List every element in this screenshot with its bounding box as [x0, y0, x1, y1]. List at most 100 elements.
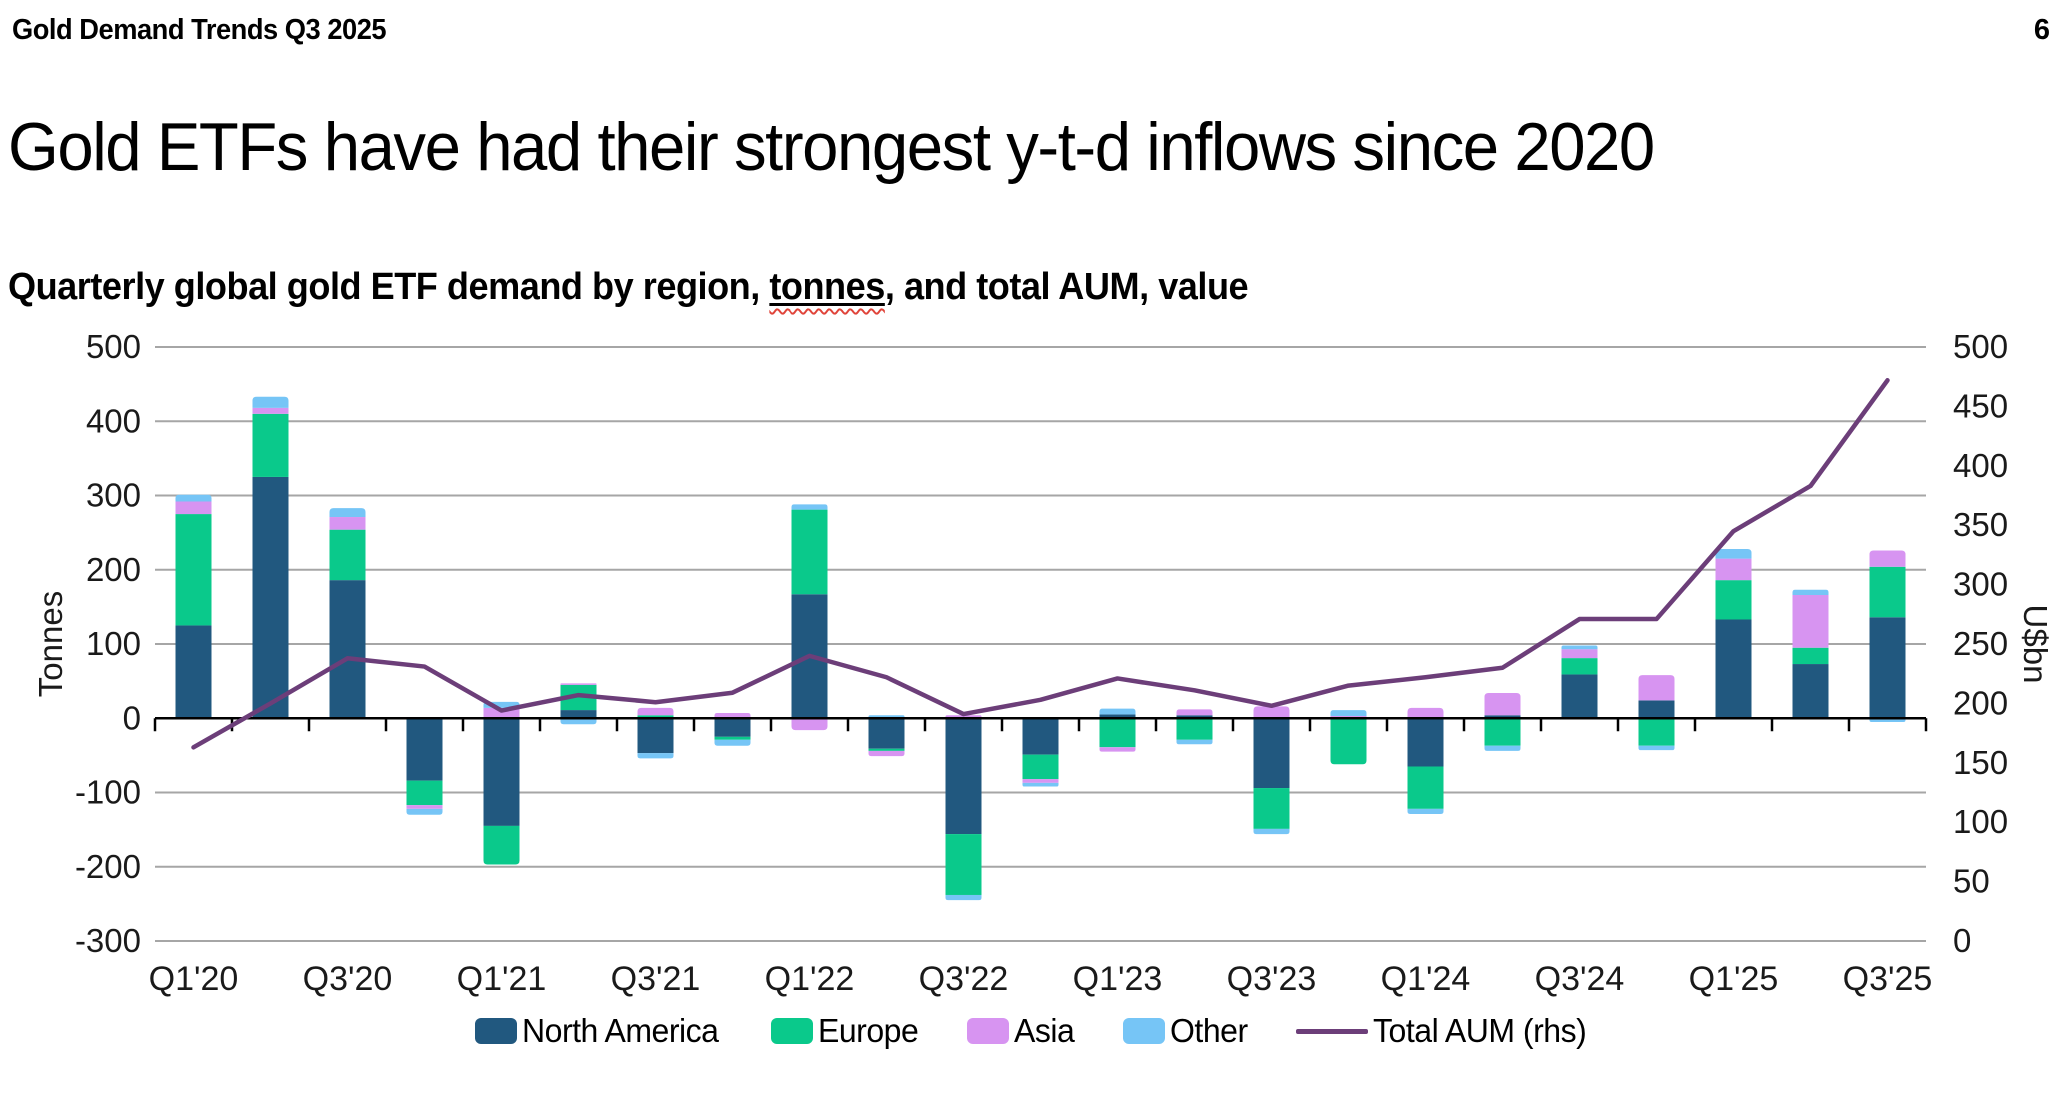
bar-segment-asia-Q2'20: [252, 407, 289, 414]
legend-color-swatch: [771, 1018, 814, 1044]
bar-segment-other-Q1'25: [1715, 548, 1752, 559]
bar-segment-asia-Q1'24: [1407, 707, 1444, 719]
bar-segment-asia-Q3'23: [1253, 706, 1290, 719]
bar-segment-north-america-Q3'25: [1869, 617, 1906, 719]
y-axis-title: Tonnes: [32, 591, 69, 697]
subtitle-underlined-word: tonnes: [769, 266, 885, 308]
bar-segment-other-Q2'23: [1176, 739, 1213, 745]
legend-label: Total AUM (rhs): [1372, 1012, 1587, 1049]
right-axis-tick-label: 450: [1953, 387, 2008, 424]
left-axis-tick-label: 200: [86, 551, 141, 588]
right-axis-tick-label: 150: [1953, 744, 2008, 781]
right-axis-tick-label: 400: [1953, 447, 2008, 484]
bar-segment-asia-Q2'23: [1176, 709, 1213, 716]
right-axis-tick-label: 300: [1953, 566, 2008, 603]
bar-segment-asia-Q3'25: [1869, 550, 1906, 567]
bar-segment-europe-Q1'21: [483, 825, 520, 865]
legend-item-total-aum-rhs: Total AUM (rhs): [1295, 1012, 1593, 1050]
bar-segment-other-Q2'25: [1792, 589, 1829, 595]
gridlines: [155, 346, 1926, 942]
legend-label: Europe: [818, 1012, 919, 1049]
bar-segment-other-Q4'20: [406, 808, 443, 815]
bar-segment-asia-Q1'25: [1715, 558, 1752, 581]
secondary-y-axis-title: U$bn: [2017, 605, 2054, 684]
page-number: 6: [2033, 14, 2050, 46]
bar-segment-europe-Q2'22: [868, 748, 905, 751]
bar-segment-north-america-Q3'23: [1253, 718, 1290, 789]
left-axis-tick-label: -100: [75, 774, 141, 811]
bar-segment-asia-Q3'21: [637, 707, 674, 716]
bar-segment-asia-Q1'21: [483, 707, 520, 719]
right-axis-tick-label: 500: [1953, 328, 2008, 365]
bar-segment-north-america-Q4'24: [1638, 700, 1675, 719]
x-axis-tick-label: Q3'20: [303, 960, 393, 998]
bar-segment-europe-Q2'20: [252, 413, 289, 477]
legend-label: Other: [1169, 1012, 1248, 1049]
bar-segment-europe-Q3'25: [1869, 566, 1906, 618]
bar-segment-europe-Q3'23: [1253, 788, 1290, 829]
bar-segment-north-america-Q3'24: [1561, 674, 1598, 719]
bar-segment-europe-Q4'23: [1330, 718, 1367, 765]
legend-color-swatch: [967, 1018, 1010, 1044]
left-axis-tick-label: 100: [86, 625, 141, 662]
axis-ticks: [153, 718, 1928, 732]
bar-segment-north-america-Q2'24: [1484, 715, 1521, 719]
x-axis-tick-label: Q1'24: [1381, 960, 1471, 998]
bar-segment-europe-Q4'22: [1022, 754, 1059, 780]
bar-segment-asia-Q1'20: [175, 501, 212, 515]
bar-segment-north-america-Q3'22: [945, 718, 982, 835]
bar-segment-europe-Q2'24: [1484, 718, 1521, 746]
x-axis-labels: Q1'20 Q3'20 Q1'21 Q3'21 Q1'22 Q3'22 Q1'23 Q3'23…: [149, 960, 1933, 998]
subtitle-prefix: Quarterly global gold ETF demand by regi…: [8, 266, 770, 308]
legend-label: North America: [522, 1012, 719, 1049]
bar-segment-north-america-Q2'22: [868, 718, 905, 749]
bar-segment-other-Q1'22: [791, 504, 828, 510]
top-bar: Gold Demand Trends Q3 2025 6: [12, 14, 2050, 47]
bar-segment-other-Q2'20: [252, 396, 289, 408]
bar-segment-other-Q3'23: [1253, 828, 1290, 835]
bar-segment-europe-Q4'20: [406, 780, 443, 806]
left-axis-labels: 500 400 300 200 100 0 -100 -200 -300: [75, 328, 141, 959]
x-axis-tick-label: Q1'21: [457, 960, 547, 998]
legend-item-europe: Europe: [771, 1012, 921, 1050]
bar-segment-asia-Q4'24: [1638, 675, 1675, 701]
bar-segment-europe-Q1'20: [175, 514, 212, 626]
bar-segment-north-america-Q2'25: [1792, 664, 1829, 719]
legend-line-swatch: [1295, 1028, 1368, 1034]
bar-segment-europe-Q1'22: [791, 509, 828, 595]
bar-segment-north-america-Q2'20: [252, 476, 289, 719]
legend-color-swatch: [1122, 1018, 1165, 1044]
bar-segment-other-Q2'24: [1484, 745, 1521, 751]
bar-segment-north-america-Q2'21: [560, 710, 597, 719]
bar-segment-north-america-Q3'20: [329, 580, 366, 719]
x-axis-tick-label: Q3'25: [1843, 960, 1933, 998]
bar-segment-europe-Q2'23: [1176, 718, 1213, 740]
right-axis-tick-label: 250: [1953, 625, 2008, 662]
bar-segment-north-america-Q2'23: [1176, 715, 1213, 719]
legend-label: Asia: [1014, 1012, 1075, 1049]
right-axis-tick-label: 350: [1953, 506, 2008, 543]
secondary-y-axis-title: U$bn: [2017, 605, 2054, 684]
bar-segment-other-Q3'20: [329, 508, 366, 518]
bar-segment-asia-Q2'24: [1484, 693, 1521, 716]
bar-segment-asia-Q4'22: [1022, 779, 1059, 783]
page-title: Gold ETFs have had their strongest y-t-d…: [8, 109, 1655, 185]
bar-segment-asia-Q2'22: [868, 750, 905, 757]
bar-segment-north-america-Q4'22: [1022, 718, 1059, 755]
spellcheck-squiggle: tonnes: [769, 266, 885, 308]
left-axis-tick-label: 300: [86, 477, 141, 514]
bar-segment-europe-Q3'22: [945, 834, 982, 895]
bar-segment-europe-Q1'23: [1099, 718, 1136, 748]
x-axis-tick-label: Q1'25: [1689, 960, 1779, 998]
legend-item-north-america: North America: [475, 1012, 725, 1050]
right-axis-tick-label: 0: [1953, 922, 1971, 959]
bar-segment-asia-Q4'20: [406, 805, 443, 809]
bar-segment-other-Q1'23: [1099, 708, 1136, 715]
x-axis-tick-label: Q1'22: [765, 960, 855, 998]
bar-segment-asia-Q1'23: [1099, 747, 1136, 752]
bar-segment-asia-Q4'21: [714, 713, 751, 719]
x-axis-tick-label: Q3'23: [1227, 960, 1317, 998]
bar-segment-other-Q4'22: [1022, 782, 1059, 787]
